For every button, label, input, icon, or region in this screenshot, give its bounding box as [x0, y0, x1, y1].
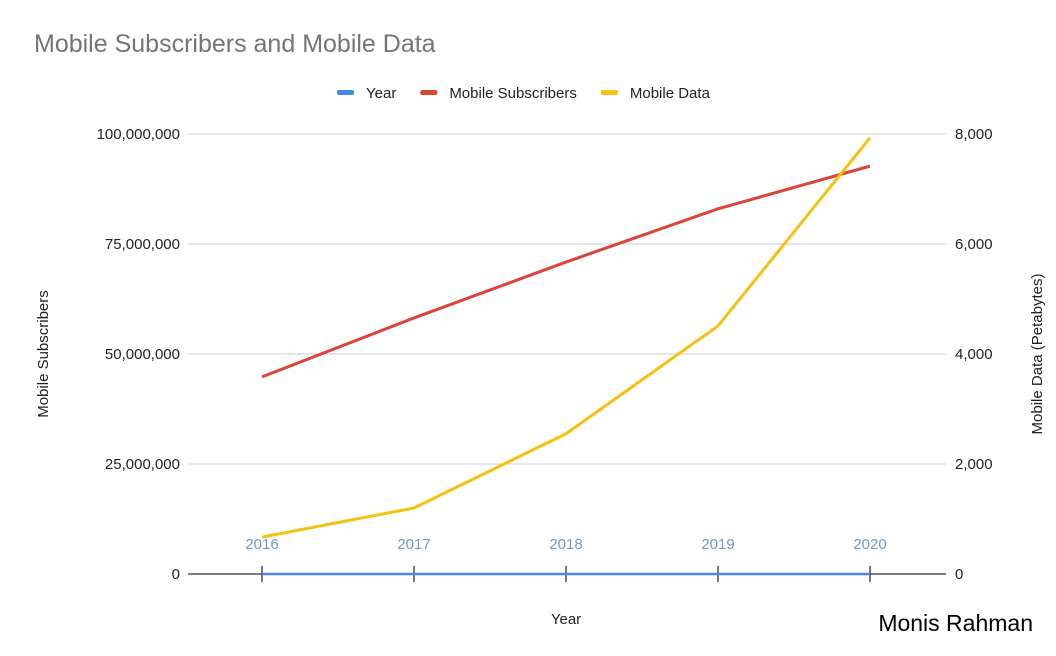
data-label: 2016 [245, 536, 278, 553]
left-tick-label: 25,000,000 [105, 456, 180, 473]
legend-label: Mobile Subscribers [449, 85, 577, 102]
data-label: 2019 [701, 536, 734, 553]
right-axis-title: Mobile Data (Petabytes) [1029, 274, 1046, 435]
right-tick-label: 0 [955, 566, 963, 583]
right-axis-ticks: 0 2,000 4,000 6,000 8,000 [955, 126, 993, 583]
data-label: 2020 [853, 536, 886, 553]
legend-swatch [337, 90, 354, 95]
legend-swatch [420, 90, 438, 95]
credit-text: Monis Rahman [878, 610, 1033, 636]
left-tick-label: 100,000,000 [97, 126, 180, 143]
data-label: 2018 [549, 536, 582, 553]
legend-label: Mobile Data [630, 85, 711, 102]
series-line [261, 136, 872, 539]
legend-swatch [600, 90, 618, 95]
series-line [261, 164, 871, 379]
left-axis-title: Mobile Subscribers [35, 290, 52, 418]
x-axis-title: Year [551, 611, 581, 628]
legend: Year Mobile Subscribers Mobile Data [337, 85, 711, 102]
legend-label: Year [366, 85, 396, 102]
left-tick-label: 75,000,000 [105, 236, 180, 253]
left-axis-ticks: 0 25,000,000 50,000,000 75,000,000 100,000,0… [97, 126, 180, 583]
data-label: 2017 [397, 536, 430, 553]
chart-title: Mobile Subscribers and Mobile Data [34, 30, 436, 58]
right-tick-label: 6,000 [955, 236, 993, 253]
left-tick-label: 50,000,000 [105, 346, 180, 363]
series: 2016 2017 2018 2019 2020 [245, 136, 887, 576]
right-tick-label: 4,000 [955, 346, 993, 363]
left-tick-label: 0 [172, 566, 180, 583]
gridlines [188, 133, 946, 582]
right-tick-label: 8,000 [955, 126, 993, 143]
right-tick-label: 2,000 [955, 456, 993, 473]
